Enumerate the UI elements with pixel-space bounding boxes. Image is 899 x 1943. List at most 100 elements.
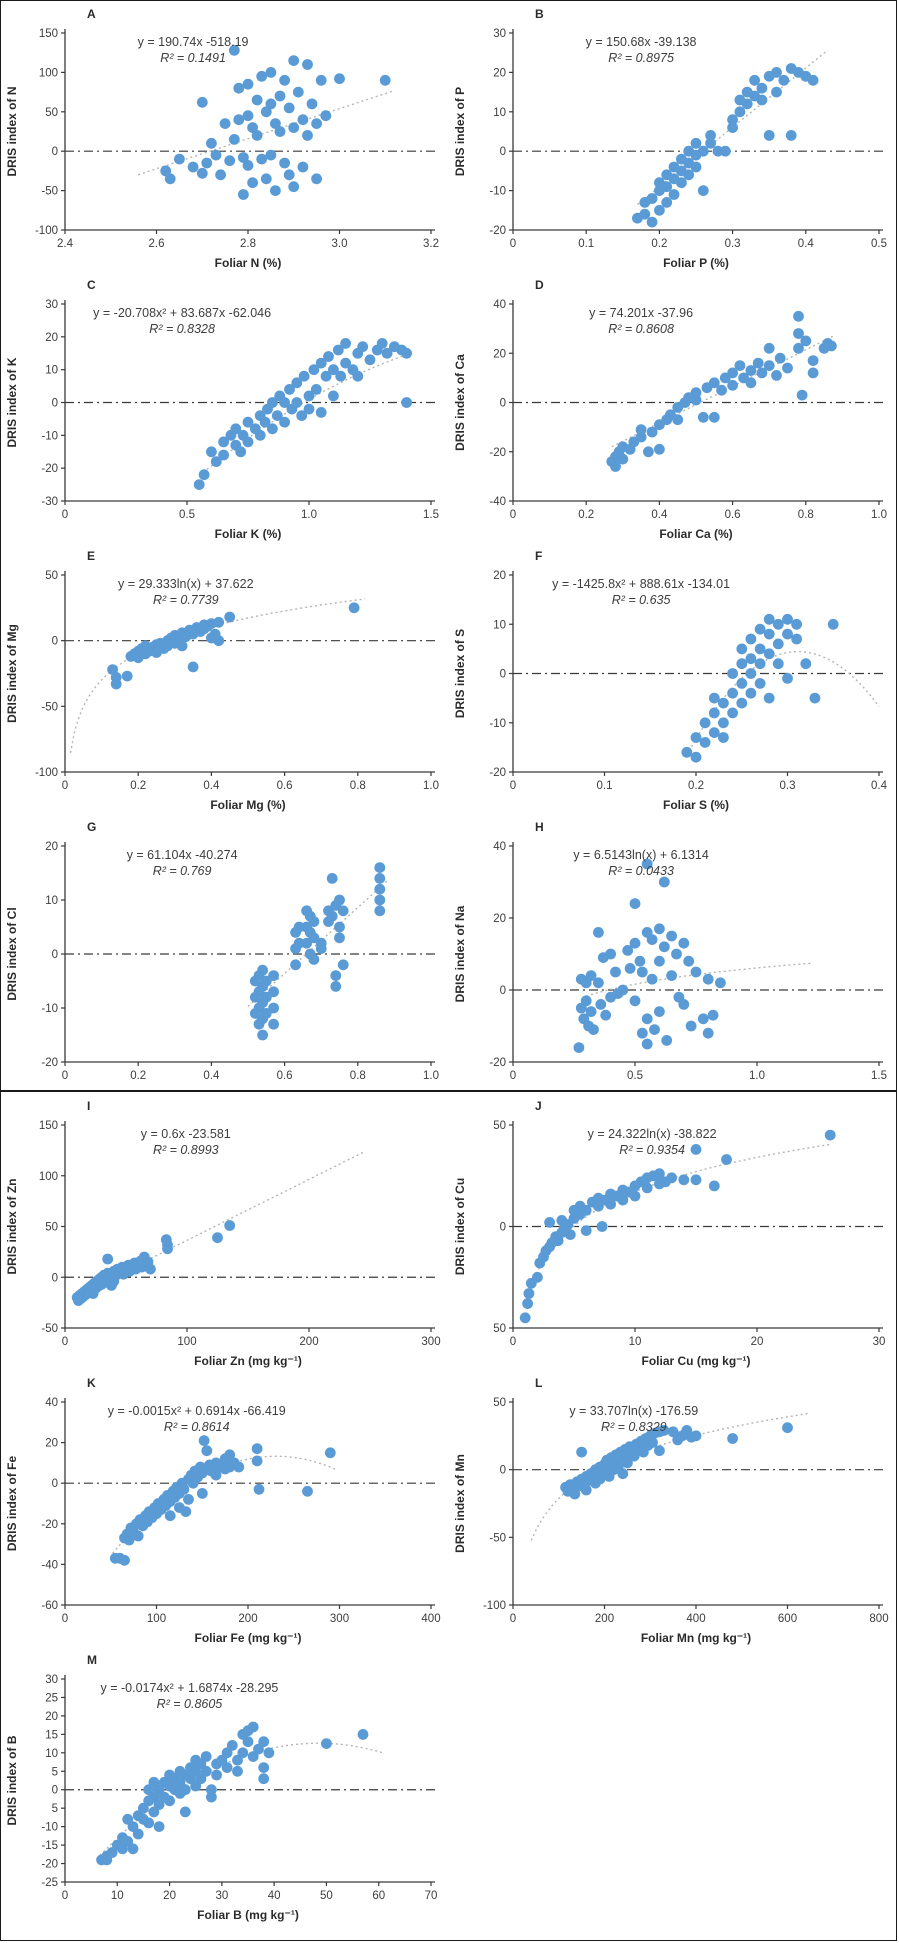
y-tick-label: -40 — [489, 496, 506, 508]
y-tick-label: -50 — [489, 1532, 506, 1544]
data-point — [754, 678, 766, 689]
x-axis-title: Foliar Mg (%) — [210, 798, 285, 812]
x-tick-label: 0.4 — [651, 509, 668, 521]
x-tick-label: 0 — [510, 238, 516, 250]
data-point — [678, 999, 690, 1010]
data-point — [179, 1806, 191, 1818]
data-point — [605, 1198, 616, 1210]
y-tick-label: 0 — [52, 1272, 58, 1284]
y-axis-title: DRIS index of Fe — [5, 1456, 19, 1552]
data-point — [646, 216, 658, 228]
data-point — [210, 456, 222, 467]
data-point — [809, 692, 821, 704]
data-point — [268, 970, 279, 981]
x-tick-label: 0.1 — [578, 238, 594, 250]
data-point — [708, 727, 720, 738]
x-tick-label: 70 — [425, 1890, 438, 1902]
y-tick-label: 10 — [45, 895, 58, 907]
data-point — [641, 1182, 653, 1194]
x-tick-label: 0 — [510, 509, 516, 521]
y-tick-label: -10 — [41, 1003, 58, 1015]
y-tick-label: 30 — [493, 28, 506, 40]
data-point — [629, 1190, 641, 1202]
y-tick-label: 0 — [500, 669, 506, 681]
y-tick-label: 0 — [500, 398, 506, 410]
y-tick-label: -20 — [41, 463, 58, 475]
data-point — [210, 1469, 222, 1481]
data-point — [210, 149, 222, 161]
data-point — [279, 416, 290, 428]
y-tick-label: -20 — [489, 767, 506, 779]
y-tick-label: 150 — [39, 28, 58, 40]
data-point — [297, 114, 309, 126]
x-tick-label: 0 — [510, 1070, 516, 1082]
data-point — [308, 364, 320, 376]
data-point — [752, 357, 764, 369]
panel-letter: E — [87, 549, 95, 563]
data-point — [639, 208, 651, 220]
x-tick-label: 300 — [330, 1613, 349, 1625]
x-tick-label: 0.8 — [350, 1070, 366, 1082]
y-tick-label: 40 — [45, 1397, 58, 1409]
data-point — [736, 697, 748, 709]
data-point — [145, 1263, 156, 1275]
x-axis-title: Foliar P (%) — [663, 256, 729, 270]
data-point — [683, 955, 695, 967]
x-tick-label: 30 — [215, 1890, 228, 1902]
x-tick-label: 1.0 — [871, 509, 887, 521]
data-point — [242, 416, 254, 428]
x-axis-title: Foliar B (mg kg⁻¹) — [197, 1908, 299, 1922]
y-tick-label: -25 — [41, 1877, 58, 1889]
x-tick-label: 2.4 — [57, 238, 74, 250]
data-point — [303, 390, 315, 402]
data-point — [328, 390, 339, 402]
data-point — [646, 973, 658, 985]
data-point — [178, 1483, 190, 1495]
data-point — [230, 423, 242, 435]
data-point — [617, 1194, 629, 1206]
data-point — [624, 963, 636, 974]
data-point — [754, 623, 766, 635]
y-tick-label: 0 — [52, 1785, 58, 1797]
data-point — [690, 137, 702, 149]
x-tick-label: 0 — [62, 1336, 68, 1348]
data-point — [302, 1485, 313, 1497]
data-point — [265, 98, 277, 110]
data-point — [580, 1484, 592, 1496]
data-point — [522, 1298, 533, 1309]
x-tick-label: 0 — [62, 1890, 68, 1902]
data-point — [180, 1506, 192, 1517]
data-point — [666, 970, 677, 981]
data-point — [247, 1721, 259, 1733]
data-point — [308, 916, 320, 927]
panel-letter: H — [535, 820, 544, 834]
data-point — [727, 1433, 738, 1444]
equation-text: y = 190.74x -518.19 — [138, 35, 249, 49]
panel-letter: M — [87, 1653, 97, 1667]
data-point — [290, 959, 301, 971]
data-point — [160, 165, 172, 177]
data-point — [291, 397, 303, 408]
data-point — [772, 618, 784, 630]
data-point — [268, 986, 279, 998]
panel-letter: J — [535, 1099, 542, 1113]
x-tick-label: 0.1 — [597, 780, 613, 792]
data-point — [265, 149, 277, 161]
x-axis-title: Foliar Zn (mg kg⁻¹) — [194, 1354, 302, 1368]
data-point — [196, 96, 208, 108]
data-point — [749, 74, 760, 86]
data-point — [315, 357, 327, 369]
data-point — [654, 1006, 665, 1017]
data-point — [519, 1312, 531, 1324]
y-axis-title: DRIS index of Mn — [453, 1454, 467, 1553]
data-point — [330, 981, 342, 992]
data-point — [745, 365, 757, 376]
data-point — [646, 426, 658, 438]
data-point — [332, 344, 344, 356]
data-point — [807, 74, 819, 86]
trend-line — [74, 1151, 365, 1297]
data-point — [683, 169, 695, 181]
